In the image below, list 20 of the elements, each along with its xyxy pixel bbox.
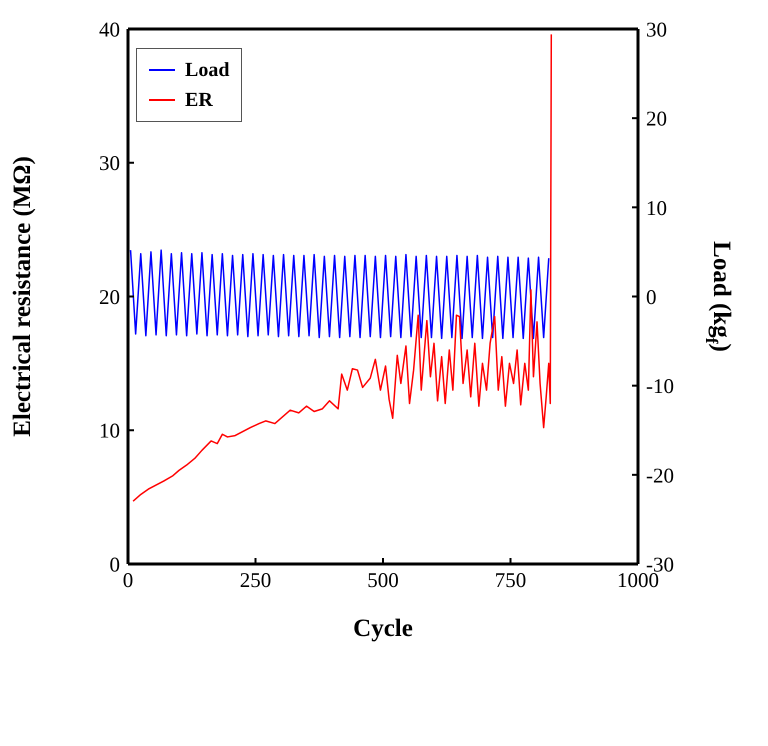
legend-label: ER — [185, 88, 213, 113]
y2-tick-label: 20 — [646, 106, 667, 131]
line-series — [130, 249, 550, 340]
y-tick-label: 10 — [99, 418, 120, 443]
y2-tick-label: 30 — [646, 17, 667, 42]
y2-tick-label: 0 — [646, 284, 656, 309]
x-tick-label: 250 — [240, 568, 272, 592]
x-axis-title: Cycle — [353, 615, 413, 642]
x-tick-label: 500 — [367, 568, 399, 592]
y-tick-label: 20 — [99, 284, 120, 309]
y2-tick-label: -20 — [646, 463, 674, 488]
y-tick-label: 0 — [110, 552, 120, 576]
y-axis-title: Electrical resistance (MΩ) — [8, 156, 36, 437]
line-series — [132, 34, 552, 502]
x-tick-label: 750 — [494, 568, 526, 592]
y-tick-label: 40 — [99, 17, 120, 42]
legend-label: Load — [185, 58, 230, 83]
y2-tick-label: -10 — [646, 374, 674, 398]
y-tick-label: 30 — [99, 151, 120, 176]
y2-tick-label: 10 — [646, 196, 667, 220]
